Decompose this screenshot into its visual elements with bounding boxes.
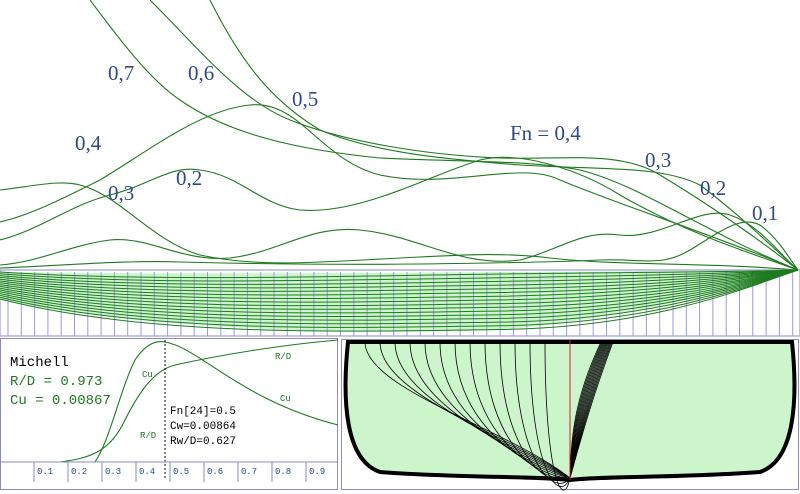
curve xyxy=(0,182,799,271)
fn-label: 0,3 xyxy=(645,148,671,172)
curve-label: Cu xyxy=(280,394,291,404)
section xyxy=(484,341,571,480)
rd-curve xyxy=(59,339,339,463)
x-tick-label: 0.1 xyxy=(37,467,53,477)
waterline xyxy=(0,269,799,303)
fn-label: 0,6 xyxy=(188,61,214,85)
section xyxy=(439,341,571,479)
section xyxy=(544,341,571,491)
waterline xyxy=(0,269,799,321)
fn-label: 0,2 xyxy=(176,166,202,190)
section xyxy=(394,341,571,479)
waterline xyxy=(0,269,799,279)
fn-label: 0,7 xyxy=(108,61,134,85)
fn-label: Fn = 0,4 xyxy=(510,121,581,145)
cu: Cu = 0.00867 xyxy=(10,393,111,409)
curve-label: R/D xyxy=(140,431,156,441)
rd: R/D = 0.973 xyxy=(10,374,102,390)
waterline xyxy=(0,269,799,296)
section xyxy=(529,341,571,487)
fn-label: 0,2 xyxy=(700,176,726,200)
section xyxy=(499,341,571,482)
waterline xyxy=(0,269,799,325)
x-tick-label: 0.5 xyxy=(173,467,189,477)
curve-label: Cu xyxy=(142,370,153,380)
x-tick-label: 0.7 xyxy=(241,467,257,477)
waterline xyxy=(0,269,799,332)
x-ticks: 0.1 0.2 0.3 0.4 0.5 0.6 0.7 0.8 0.9 xyxy=(33,462,325,482)
waterline xyxy=(0,269,799,289)
fn-label: 0,5 xyxy=(292,87,318,111)
method: Michell xyxy=(10,355,69,371)
curve xyxy=(149,0,799,271)
curve xyxy=(0,221,799,271)
cu-curve xyxy=(94,341,339,463)
wave-curves xyxy=(0,0,799,271)
curve xyxy=(209,0,799,271)
section xyxy=(469,341,571,479)
waterline xyxy=(0,269,799,328)
waterline xyxy=(0,269,799,292)
fn-label: 0,4 xyxy=(75,131,102,155)
x-tick-label: 0.6 xyxy=(207,467,223,477)
x-tick-label: 0.3 xyxy=(105,467,121,477)
waterline xyxy=(0,269,799,318)
readout: Cw=0.00864 xyxy=(170,421,236,433)
readout: Fn[24]=0.5 xyxy=(170,406,236,418)
waterline xyxy=(0,269,799,285)
fn-label: 0,1 xyxy=(752,201,778,225)
section xyxy=(424,341,571,479)
waterline xyxy=(0,269,799,282)
x-tick-label: 0.8 xyxy=(275,467,291,477)
x-tick-label: 0.9 xyxy=(309,467,325,477)
section xyxy=(514,341,571,484)
curve xyxy=(0,212,799,271)
curve xyxy=(0,156,799,271)
x-tick-label: 0.2 xyxy=(71,467,87,477)
x-tick-label: 0.4 xyxy=(139,467,155,477)
readout: Rw/D=0.627 xyxy=(170,436,236,448)
curve xyxy=(89,0,799,271)
fn-label: 0,3 xyxy=(108,181,134,205)
waterline xyxy=(0,269,799,300)
curve xyxy=(0,104,799,271)
waterline xyxy=(0,269,799,314)
waterline xyxy=(0,269,799,310)
waterline xyxy=(0,269,799,307)
section xyxy=(409,341,571,479)
curve-label: R/D xyxy=(275,352,291,362)
hull-plan xyxy=(0,269,799,336)
results-panel xyxy=(0,338,338,490)
